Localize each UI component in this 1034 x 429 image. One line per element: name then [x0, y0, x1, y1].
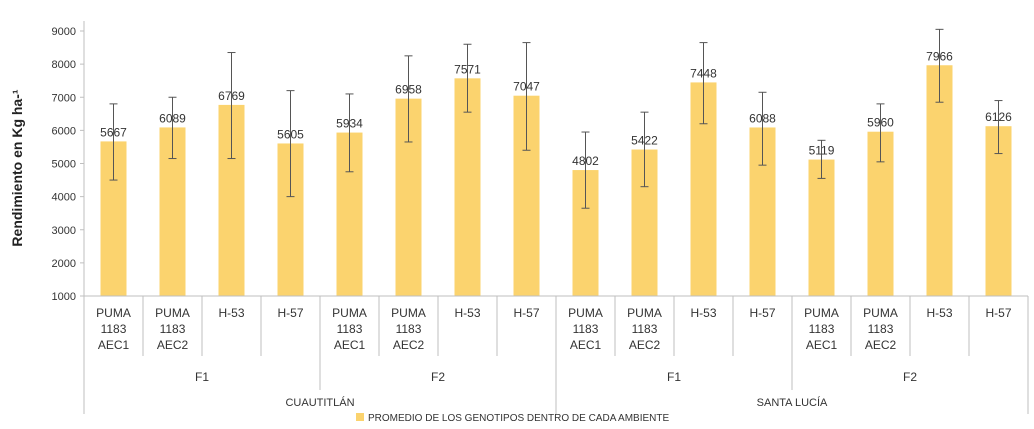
y-tick-label: 9000	[52, 26, 76, 38]
x-category-label: H-57	[985, 306, 1011, 320]
x-category-label: 1183	[101, 322, 127, 336]
data-labels: 5667 6089 6769 5605 5934 6958 7571 7047 4802 5422…	[100, 49, 1012, 168]
x-category-label: H-53	[218, 306, 244, 320]
x-category-label: H-57	[277, 306, 303, 320]
y-tick-label: 8000	[52, 59, 76, 71]
y-tick-label: 1000	[52, 291, 76, 303]
x-category-label: AEC1	[570, 338, 602, 352]
bar	[808, 159, 835, 296]
x-category-label: PUMA	[863, 306, 898, 320]
x-category-label: PUMA	[332, 306, 367, 320]
data-label: 7571	[454, 62, 481, 76]
data-label: 6088	[749, 111, 776, 125]
x-category-label: PUMA	[155, 306, 190, 320]
bar	[985, 126, 1012, 296]
x-category-label: H-53	[690, 306, 716, 320]
data-label: 5422	[631, 134, 658, 148]
x-category-label: PUMA	[627, 306, 662, 320]
x-category-label: 1183	[160, 322, 186, 336]
x-site-label: CUAUTITLÁN	[285, 396, 354, 409]
x-category-label: AEC2	[157, 338, 189, 352]
y-tick-label: 6000	[52, 125, 76, 137]
x-category-label: 1183	[632, 322, 658, 336]
x-category-label: AEC2	[629, 338, 661, 352]
y-tick-label: 4000	[52, 192, 76, 204]
x-category-label: AEC2	[393, 338, 425, 352]
x-category-label: AEC1	[806, 338, 838, 352]
data-label: 6089	[159, 111, 186, 125]
x-category-label: AEC1	[98, 338, 130, 352]
y-axis-title-group: Rendimiento en Kg ha-¹	[9, 89, 25, 246]
bar	[454, 78, 481, 296]
x-group-label: F1	[667, 370, 681, 384]
x-category-label: AEC2	[865, 338, 897, 352]
y-tick-label: 3000	[52, 225, 76, 237]
x-group-label: F2	[431, 370, 445, 384]
x-category-label: PUMA	[96, 306, 131, 320]
x-category-label: 1183	[573, 322, 599, 336]
x-category-label: PUMA	[391, 306, 426, 320]
x-category-label: AEC1	[334, 338, 366, 352]
data-label: 5934	[336, 117, 363, 131]
bar	[926, 65, 953, 296]
legend-label: PROMEDIO DE LOS GENOTIPOS DENTRO DE CADA…	[368, 413, 669, 424]
data-label: 5119	[809, 144, 835, 158]
x-axis: PUMA 1183 AEC1 PUMA 1183 AEC2 H-53 H-57 PUMA 1183…	[83, 295, 1029, 414]
data-label: 6126	[985, 110, 1012, 124]
y-axis-ticks: 1000 2000 3000 4000 5000 6000 7000 8000 9000	[52, 21, 85, 303]
error-bars	[109, 28, 1003, 209]
y-tick-label: 7000	[52, 92, 76, 104]
data-label: 6769	[218, 89, 245, 103]
legend: PROMEDIO DE LOS GENOTIPOS DENTRO DE CADA…	[356, 413, 669, 424]
data-label: 5605	[277, 127, 304, 141]
x-site-label: SANTA LUCÍA	[757, 396, 828, 409]
y-tick-label: 2000	[52, 258, 76, 270]
x-category-label: 1183	[809, 322, 835, 336]
data-label: 6958	[395, 83, 422, 97]
x-category-label: PUMA	[804, 306, 839, 320]
x-category-label: PUMA	[568, 306, 603, 320]
data-label: 5960	[867, 116, 894, 130]
data-label: 7047	[513, 80, 540, 94]
x-category-label: H-53	[926, 306, 952, 320]
y-axis-title: Rendimiento en Kg ha-¹	[9, 89, 25, 246]
legend-swatch	[356, 413, 364, 421]
data-label: 7448	[690, 66, 717, 80]
y-tick-label: 5000	[52, 159, 76, 171]
x-category-label: H-57	[749, 306, 775, 320]
x-group-label: F1	[195, 370, 209, 384]
data-label: 4802	[572, 154, 599, 168]
x-category-label: 1183	[337, 322, 363, 336]
x-category-label: H-53	[454, 306, 480, 320]
x-group-label: F2	[903, 370, 917, 384]
data-label: 7966	[926, 49, 953, 63]
x-category-label: 1183	[868, 322, 894, 336]
data-label: 5667	[100, 125, 127, 139]
x-category-label: H-57	[513, 306, 539, 320]
x-category-label: 1183	[396, 322, 422, 336]
